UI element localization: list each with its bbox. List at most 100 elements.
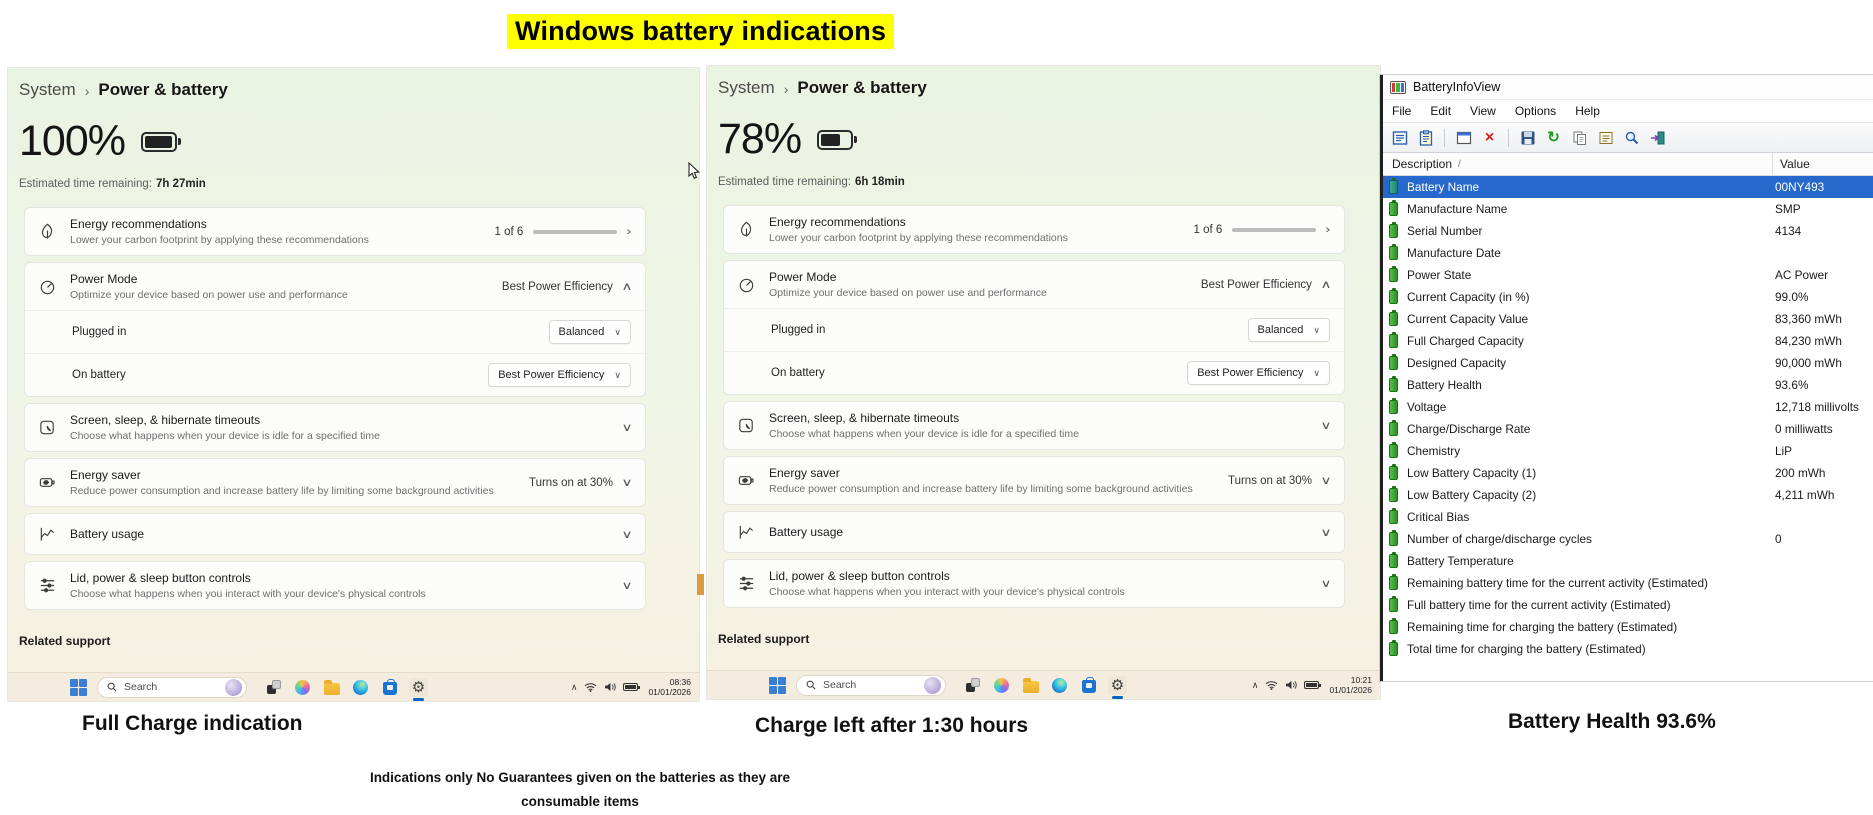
column-value[interactable]: Value	[1780, 157, 1810, 171]
card-energy-saver[interactable]: Energy saver Reduce power consumption an…	[723, 456, 1345, 505]
table-row[interactable]: Critical Bias	[1383, 506, 1873, 528]
card-energy-recommendations[interactable]: Energy recommendations Lower your carbon…	[723, 205, 1345, 254]
properties-window-button[interactable]	[1454, 128, 1473, 147]
table-row[interactable]: Charge/Discharge Rate 0 milliwatts	[1383, 418, 1873, 440]
card-energy-saver[interactable]: Energy saver Reduce power consumption an…	[24, 458, 646, 507]
card-lid-power-sleep-controls[interactable]: Lid, power & sleep button controls Choos…	[24, 561, 646, 610]
copilot-button[interactable]	[992, 676, 1011, 695]
search-box[interactable]: Search	[796, 674, 946, 696]
toolbar: × ↻	[1383, 123, 1873, 153]
copy-button[interactable]	[1570, 128, 1589, 147]
table-row[interactable]: Battery Temperature	[1383, 550, 1873, 572]
system-tray: ∧ 08:36 01/01/2026	[571, 677, 691, 697]
on-battery-select[interactable]: Best Power Efficiency ∨	[488, 363, 631, 387]
save-button[interactable]	[1518, 128, 1537, 147]
settings-button[interactable]: ⚙	[409, 677, 428, 701]
search-box[interactable]: Search	[97, 676, 247, 698]
menu-view[interactable]: View	[1470, 104, 1496, 118]
table-row[interactable]: Power State AC Power	[1383, 264, 1873, 286]
system-tray: ∧ 10:21 01/01/2026	[1252, 675, 1372, 695]
power-mode-row[interactable]: Power Mode Optimize your device based on…	[724, 261, 1344, 308]
table-row[interactable]: Remaining battery time for the current a…	[1383, 572, 1873, 594]
table-row[interactable]: Voltage 12,718 millivolts	[1383, 396, 1873, 418]
chevron-down-icon: ∨	[621, 477, 633, 489]
card-lid-power-sleep-controls[interactable]: Lid, power & sleep button controls Choos…	[723, 559, 1345, 608]
delete-button[interactable]: ×	[1484, 128, 1495, 146]
table-row[interactable]: Full battery time for the current activi…	[1383, 594, 1873, 616]
breadcrumb-system-link[interactable]: System	[19, 80, 76, 99]
card-description: Lower your carbon footprint by applying …	[70, 234, 369, 246]
table-row[interactable]: Manufacture Name SMP	[1383, 198, 1873, 220]
table-row[interactable]: Low Battery Capacity (2) 4,211 mWh	[1383, 484, 1873, 506]
refresh-button[interactable]: ↻	[1547, 129, 1560, 146]
menu-file[interactable]: File	[1392, 104, 1412, 118]
power-mode-row[interactable]: Power Mode Optimize your device based on…	[25, 263, 645, 310]
table-row[interactable]: Chemistry LiP	[1383, 440, 1873, 462]
start-button[interactable]	[769, 676, 786, 694]
tray-battery-icon[interactable]	[623, 683, 641, 691]
file-explorer-button[interactable]	[1021, 676, 1040, 695]
card-screen-sleep-timeouts[interactable]: Screen, sleep, & hibernate timeouts Choo…	[723, 401, 1345, 450]
table-row[interactable]: Total time for charging the battery (Est…	[1383, 638, 1873, 660]
table-row[interactable]: Low Battery Capacity (1) 200 mWh	[1383, 462, 1873, 484]
taskbar-clock[interactable]: 08:36 01/01/2026	[648, 677, 691, 697]
estimated-time-label: Estimated time remaining:	[19, 178, 152, 190]
table-row[interactable]: Remaining time for charging the battery …	[1383, 616, 1873, 638]
settings-button[interactable]: ⚙	[1108, 675, 1127, 699]
table-row[interactable]: Manufacture Date	[1383, 242, 1873, 264]
speaker-icon[interactable]	[1285, 680, 1298, 690]
table-row[interactable]: Designed Capacity 90,000 mWh	[1383, 352, 1873, 374]
speaker-icon[interactable]	[604, 682, 617, 692]
edge-button[interactable]	[351, 678, 370, 697]
table-row[interactable]: Serial Number 4134	[1383, 220, 1873, 242]
tray-chevron-icon[interactable]: ∧	[570, 681, 578, 692]
card-description: Choose what happens when your device is …	[70, 430, 380, 442]
menu-help[interactable]: Help	[1575, 104, 1600, 118]
table-row[interactable]: Current Capacity Value 83,360 mWh	[1383, 308, 1873, 330]
table-row[interactable]: Battery Name 00NY493	[1383, 176, 1873, 198]
edge-button[interactable]	[1050, 676, 1069, 695]
battery-row-icon	[1389, 200, 1398, 216]
task-view-button[interactable]	[963, 676, 982, 695]
card-screen-sleep-timeouts[interactable]: Screen, sleep, & hibernate timeouts Choo…	[24, 403, 646, 452]
task-view-button[interactable]	[264, 678, 283, 697]
table-row[interactable]: Battery Health 93.6%	[1383, 374, 1873, 396]
wifi-icon[interactable]	[1265, 680, 1278, 690]
plugged-in-select[interactable]: Balanced ∨	[1247, 318, 1330, 342]
menu-bar: File Edit View Options Help	[1383, 100, 1873, 123]
power-mode-icon	[36, 277, 58, 296]
store-button[interactable]	[1079, 676, 1098, 695]
scroll-marker[interactable]	[697, 574, 704, 595]
tray-battery-icon[interactable]	[1304, 681, 1322, 689]
card-energy-recommendations[interactable]: Energy recommendations Lower your carbon…	[24, 207, 646, 256]
menu-options[interactable]: Options	[1514, 104, 1557, 118]
clipboard-view-button[interactable]	[1416, 128, 1435, 147]
energy-saver-value: Turns on at 30%	[528, 476, 613, 489]
store-button[interactable]	[380, 678, 399, 697]
card-battery-usage[interactable]: Battery usage ∨	[723, 511, 1345, 553]
column-description[interactable]: Description /	[1383, 153, 1773, 175]
tray-chevron-icon[interactable]: ∧	[1251, 679, 1259, 690]
item-properties-button[interactable]	[1596, 128, 1615, 147]
find-button[interactable]	[1622, 128, 1641, 147]
clock-time: 10:21	[1350, 675, 1372, 685]
taskbar-clock[interactable]: 10:21 01/01/2026	[1329, 675, 1372, 695]
breadcrumb-system-link[interactable]: System	[718, 78, 775, 97]
table-row[interactable]: Number of charge/discharge cycles 0	[1383, 528, 1873, 550]
menu-edit[interactable]: Edit	[1430, 104, 1452, 118]
start-button[interactable]	[70, 678, 87, 696]
card-battery-usage[interactable]: Battery usage ∨	[24, 513, 646, 555]
plugged-in-select[interactable]: Balanced ∨	[548, 320, 631, 344]
report-view-button[interactable]	[1390, 128, 1409, 147]
row-description: Chemistry	[1407, 444, 1461, 458]
card-power-mode: Power Mode Optimize your device based on…	[24, 262, 646, 397]
recommendations-progress-label: 1 of 6	[1193, 223, 1223, 236]
on-battery-select[interactable]: Best Power Efficiency ∨	[1187, 361, 1330, 385]
file-explorer-button[interactable]	[322, 678, 341, 697]
table-row[interactable]: Full Charged Capacity 84,230 mWh	[1383, 330, 1873, 352]
exit-button[interactable]	[1648, 128, 1667, 147]
wifi-icon[interactable]	[584, 682, 597, 692]
table-row[interactable]: Current Capacity (in %) 99.0%	[1383, 286, 1873, 308]
copilot-button[interactable]	[293, 678, 312, 697]
titlebar[interactable]: BatteryInfoView	[1383, 75, 1873, 100]
